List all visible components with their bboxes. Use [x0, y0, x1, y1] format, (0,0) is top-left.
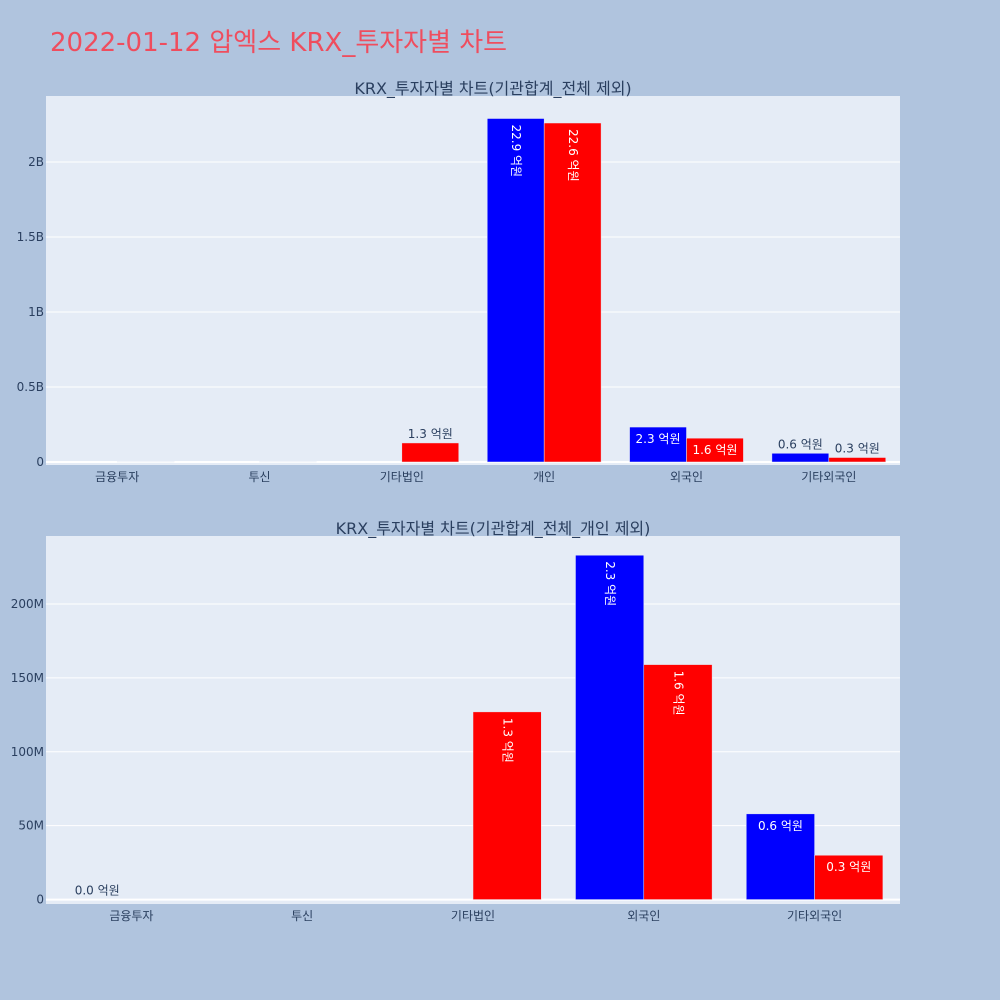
- bar: [486, 118, 545, 463]
- bar: [828, 457, 887, 463]
- chart-top: 0 0.5B 1B 1.5B 2B KRX_투자자별 차트(기관합계_전체 제외) 금융투자…: [17, 79, 900, 484]
- chart-title: KRX_투자자별 차트(기관합계_전체_개인 제외): [336, 519, 651, 539]
- bar: [575, 554, 645, 900]
- y-tick-label: 0.5B: [17, 380, 44, 394]
- data-label: 0.6 억원: [778, 437, 823, 451]
- bar: [746, 813, 815, 900]
- data-label: 2.3 억원: [603, 561, 617, 606]
- data-label: 1.3 억원: [408, 427, 453, 441]
- bar: [643, 664, 713, 900]
- data-label: 0.6 억원: [758, 819, 803, 833]
- bar: [629, 426, 687, 463]
- x-tick-label: 외국인: [670, 470, 703, 484]
- data-label: 22.9 억원: [509, 125, 523, 178]
- x-tick-label: 개인: [533, 470, 555, 484]
- bar: [771, 453, 830, 463]
- x-tick-label: 기타법인: [451, 909, 495, 923]
- x-tick-label: 외국인: [627, 909, 660, 923]
- x-tick-label: 금융투자: [95, 470, 139, 484]
- page-title: 2022-01-12 압엑스 KRX_투자자별 차트: [50, 28, 508, 58]
- data-label: 1.3 억원: [501, 718, 515, 763]
- bar: [401, 442, 460, 463]
- y-tick-label: 0: [36, 893, 44, 907]
- data-label: 0.3 억원: [826, 860, 871, 874]
- y-tick-label: 100M: [11, 745, 44, 759]
- data-label: 22.6 억원: [566, 129, 580, 182]
- bar: [814, 854, 884, 900]
- data-label: 0.3 억원: [835, 442, 880, 456]
- bar: [472, 711, 542, 900]
- y-tick-label: 200M: [11, 597, 44, 611]
- x-tick-label: 금융투자: [109, 909, 153, 923]
- x-tick-label: 투신: [291, 909, 313, 923]
- y-tick-label: 0: [36, 455, 44, 469]
- chart-title: KRX_투자자별 차트(기관합계_전체 제외): [354, 79, 631, 99]
- y-tick-label: 50M: [18, 819, 44, 833]
- data-label: 0.0 억원: [75, 884, 120, 898]
- y-tick-label: 1B: [28, 305, 44, 319]
- data-label: 2.3 억원: [636, 432, 681, 446]
- y-tick-label: 2B: [28, 155, 44, 169]
- x-tick-label: 기타외국인: [801, 470, 856, 484]
- y-tick-label: 1.5B: [17, 230, 44, 244]
- x-tick-label: 기타법인: [380, 470, 424, 484]
- x-tick-label: 투신: [248, 470, 270, 484]
- data-label: 1.6 억원: [692, 443, 737, 457]
- data-label: 1.6 억원: [671, 671, 685, 716]
- plot-area: [46, 96, 900, 465]
- bar: [543, 122, 602, 463]
- x-tick-label: 기타외국인: [787, 909, 842, 923]
- y-tick-label: 150M: [11, 671, 44, 685]
- bar: [686, 437, 744, 463]
- chart-bottom: 0 50M 100M 150M 200M KRX_투자자별 차트(기관합계_전체_개인 제…: [11, 519, 900, 923]
